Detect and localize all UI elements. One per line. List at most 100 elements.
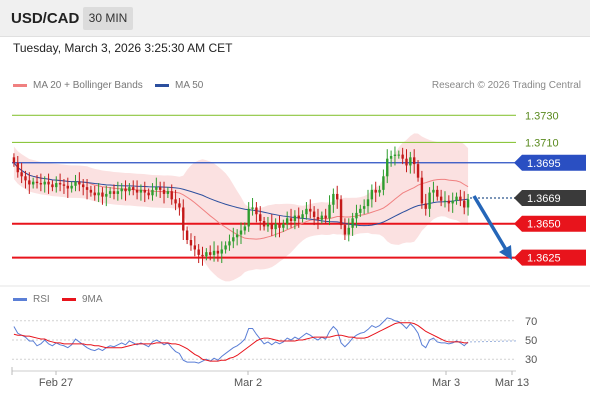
x-tick-label: Mar 3: [432, 377, 460, 389]
candle-body: [232, 237, 235, 242]
candle-body: [170, 191, 173, 200]
candle-body: [443, 200, 447, 202]
candle-body: [293, 215, 297, 222]
candle-body: [359, 208, 362, 213]
candle-body: [370, 189, 374, 200]
timeframe-button[interactable]: 30 MIN: [83, 7, 133, 30]
copyright-text: Research © 2026 Trading Central: [431, 80, 581, 91]
candle-body: [62, 184, 66, 186]
candle-body: [309, 208, 312, 212]
bollinger-band-fill: [13, 133, 469, 282]
candle-body: [324, 215, 327, 219]
candle-body: [412, 157, 416, 165]
candle-body: [278, 223, 281, 228]
candle-body: [301, 214, 304, 219]
candles-group: [12, 146, 470, 266]
9ma-swatch: [62, 297, 76, 301]
candle-body: [31, 181, 35, 185]
rsi-tick-label: 70: [525, 316, 537, 328]
datetime-label: Tuesday, March 3, 2026 3:25:30 AM CET: [13, 41, 233, 55]
level-label-bg-support: [514, 215, 586, 232]
legend-ma50: MA 50: [155, 80, 203, 91]
candle-body: [451, 200, 454, 204]
candle-body: [374, 189, 377, 193]
candle-body: [12, 157, 16, 163]
rsi-swatch: [13, 297, 27, 301]
candle-body: [39, 183, 43, 185]
ma50-swatch: [155, 83, 169, 87]
candle-body: [282, 223, 285, 228]
candle-body: [285, 218, 289, 224]
candle-body: [147, 192, 150, 196]
candle-body: [455, 196, 458, 201]
level-label-pivot: 1.3695: [527, 158, 561, 170]
candle-body: [362, 206, 366, 209]
candle-body: [112, 191, 116, 194]
header-bar: USD/CAD 30 MIN: [0, 0, 590, 37]
candle-body: [320, 215, 324, 220]
candle-body: [201, 254, 204, 257]
candle-body: [74, 181, 77, 186]
candle-body: [101, 192, 104, 197]
candle-body: [255, 207, 258, 215]
level-label-current: 1.3669: [527, 193, 561, 205]
candle-body: [274, 223, 277, 230]
level-label-resistance: 1.3710: [525, 137, 559, 149]
candle-body: [116, 191, 120, 194]
candle-body: [139, 189, 143, 193]
candle-body: [85, 187, 89, 190]
candle-body: [428, 192, 431, 209]
level-label-bg-support: [514, 249, 586, 266]
ma20-swatch: [13, 83, 27, 87]
candle-body: [143, 189, 146, 193]
candle-body: [16, 162, 19, 173]
candle-body: [174, 199, 177, 204]
candle-body: [228, 241, 231, 246]
candle-body: [459, 196, 462, 201]
candle-body: [305, 208, 308, 215]
candle-body: [70, 185, 73, 189]
candle-body: [366, 199, 370, 207]
rsi-tick-label: 30: [525, 354, 537, 366]
legend-rsi: RSI: [13, 294, 50, 305]
candle-body: [332, 193, 335, 205]
candle-body: [439, 196, 443, 201]
candle-body: [135, 189, 139, 193]
candle-body: [93, 192, 96, 196]
candle-body: [224, 245, 227, 250]
candle-body: [97, 192, 100, 196]
candle-body: [205, 252, 208, 257]
candle-body: [463, 200, 466, 208]
candle-body: [239, 230, 243, 235]
candle-body: [155, 187, 158, 190]
rsi-projection-line: [469, 340, 517, 343]
candle-body: [339, 199, 343, 226]
candle-body: [432, 189, 435, 193]
candle-body: [389, 155, 393, 159]
candle-body: [336, 193, 339, 200]
candle-body: [212, 250, 216, 255]
candle-body: [409, 157, 412, 166]
candle-body: [216, 250, 220, 254]
candle-body: [209, 252, 212, 255]
candle-body: [20, 172, 23, 177]
candle-body: [108, 191, 112, 194]
candle-body: [393, 154, 397, 156]
x-tick-label: Mar 2: [234, 377, 262, 389]
candle-body: [55, 183, 58, 188]
candle-body: [343, 225, 347, 235]
candle-body: [270, 223, 273, 230]
candle-body: [35, 181, 39, 184]
candle-body: [82, 184, 85, 188]
candle-body: [328, 204, 331, 219]
candle-body: [43, 181, 46, 185]
candle-body: [235, 234, 239, 238]
candle-body: [397, 154, 400, 156]
candle-body: [316, 216, 320, 220]
candle-body: [378, 189, 381, 193]
candle-body: [66, 185, 70, 189]
candle-body: [312, 211, 316, 217]
candle-body: [347, 227, 350, 235]
